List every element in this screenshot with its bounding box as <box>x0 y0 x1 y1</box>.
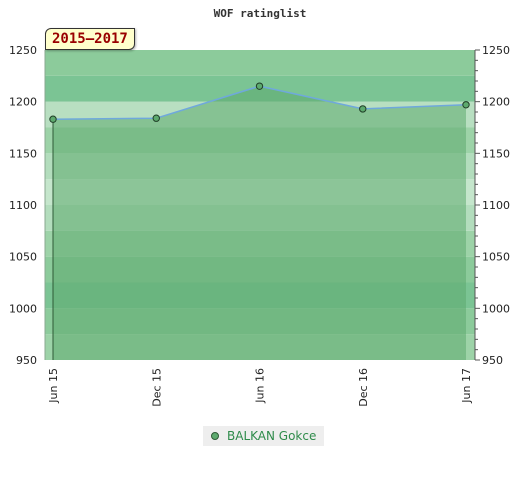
y-tick-label-left: 1050 <box>9 251 37 264</box>
y-axis-left: 950 1000 1050 1100 1150 1200 1250 <box>9 44 46 367</box>
y-tick-label-left: 1100 <box>9 199 37 212</box>
x-tick-label: Jun 16 <box>254 368 267 404</box>
y-tick-label-left: 1000 <box>9 302 37 315</box>
y-tick-label-right: 1000 <box>482 302 510 315</box>
x-tick-label: Dec 15 <box>150 368 163 407</box>
y-tick-label-right: 1100 <box>482 199 510 212</box>
data-point <box>152 114 160 122</box>
series-area <box>52 85 467 361</box>
y-tick-label-left: 1150 <box>9 147 37 160</box>
legend[interactable]: BALKAN Gokce <box>203 426 325 446</box>
y-tick-label-left: 1200 <box>9 96 37 109</box>
series-area-fill <box>53 86 466 361</box>
x-tick-label: Jun 17 <box>460 368 473 404</box>
y-tick-label-right: 1150 <box>482 147 510 160</box>
data-point <box>462 101 470 109</box>
y-tick-label-left: 950 <box>16 354 37 367</box>
data-point <box>49 115 57 123</box>
legend-marker <box>211 432 219 440</box>
y-tick-label-left: 1250 <box>9 44 37 57</box>
y-tick-label-right: 1050 <box>482 251 510 264</box>
series-points <box>49 82 470 123</box>
chart-title: WOF ratinglist <box>214 7 307 20</box>
y-axis-right: 950 1000 1050 1100 1150 1200 1250 <box>474 44 510 367</box>
x-tick-label: Dec 16 <box>357 368 370 407</box>
data-point <box>359 105 367 113</box>
y-tick-label-right: 1250 <box>482 44 510 57</box>
y-tick-label-right: 950 <box>482 354 503 367</box>
y-tick-label-right: 1200 <box>482 96 510 109</box>
x-tick-label: Jun 15 <box>47 368 60 404</box>
grid-band <box>45 50 475 76</box>
period-badge: 2015–2017 <box>45 28 135 50</box>
x-axis: Jun 15 Dec 15 Jun 16 Dec 16 Jun 17 <box>47 368 473 407</box>
legend-label: BALKAN Gokce <box>227 429 317 443</box>
data-point <box>255 82 264 90</box>
